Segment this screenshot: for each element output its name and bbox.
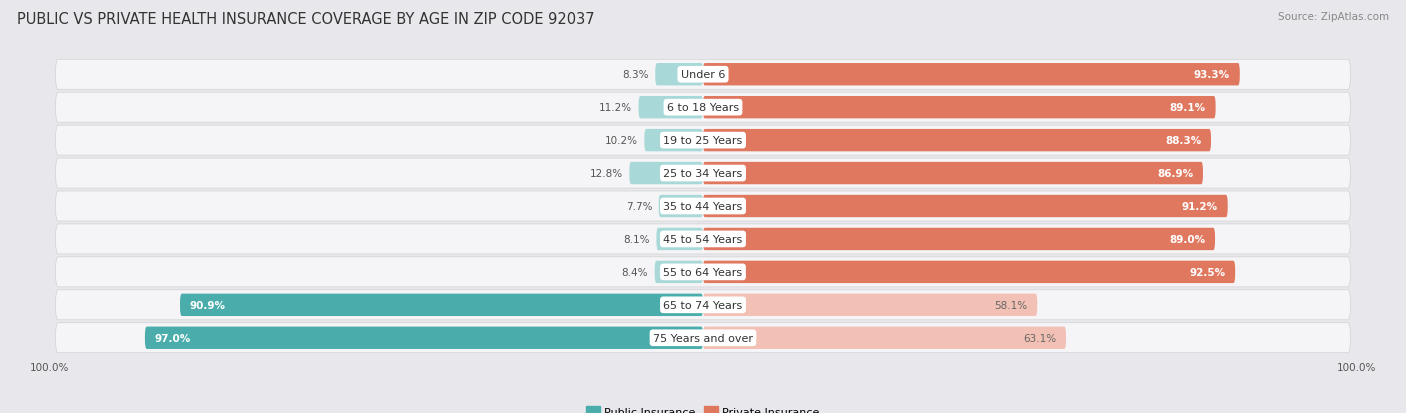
Text: 91.2%: 91.2% — [1182, 202, 1218, 211]
Text: 8.4%: 8.4% — [621, 267, 648, 277]
FancyBboxPatch shape — [703, 64, 1240, 86]
Text: 58.1%: 58.1% — [994, 300, 1028, 310]
FancyBboxPatch shape — [56, 159, 1350, 189]
Text: 63.1%: 63.1% — [1024, 333, 1056, 343]
Text: 89.1%: 89.1% — [1170, 103, 1206, 113]
FancyBboxPatch shape — [703, 294, 1038, 316]
Text: 12.8%: 12.8% — [589, 169, 623, 179]
Text: 6 to 18 Years: 6 to 18 Years — [666, 103, 740, 113]
Text: Source: ZipAtlas.com: Source: ZipAtlas.com — [1278, 12, 1389, 22]
Text: 45 to 54 Years: 45 to 54 Years — [664, 234, 742, 244]
FancyBboxPatch shape — [644, 130, 703, 152]
Text: 19 to 25 Years: 19 to 25 Years — [664, 136, 742, 146]
Text: 65 to 74 Years: 65 to 74 Years — [664, 300, 742, 310]
FancyBboxPatch shape — [657, 228, 703, 251]
Text: 97.0%: 97.0% — [155, 333, 191, 343]
FancyBboxPatch shape — [655, 261, 703, 283]
FancyBboxPatch shape — [56, 126, 1350, 156]
FancyBboxPatch shape — [703, 228, 1215, 251]
Text: PUBLIC VS PRIVATE HEALTH INSURANCE COVERAGE BY AGE IN ZIP CODE 92037: PUBLIC VS PRIVATE HEALTH INSURANCE COVER… — [17, 12, 595, 27]
FancyBboxPatch shape — [56, 257, 1350, 287]
Text: 55 to 64 Years: 55 to 64 Years — [664, 267, 742, 277]
FancyBboxPatch shape — [655, 64, 703, 86]
Text: 86.9%: 86.9% — [1157, 169, 1194, 179]
Legend: Public Insurance, Private Insurance: Public Insurance, Private Insurance — [582, 402, 824, 413]
FancyBboxPatch shape — [56, 60, 1350, 90]
FancyBboxPatch shape — [56, 192, 1350, 221]
Text: 89.0%: 89.0% — [1170, 234, 1205, 244]
Text: 90.9%: 90.9% — [190, 300, 226, 310]
FancyBboxPatch shape — [658, 195, 703, 218]
Text: Under 6: Under 6 — [681, 70, 725, 80]
Text: 10.2%: 10.2% — [605, 136, 638, 146]
Text: 35 to 44 Years: 35 to 44 Years — [664, 202, 742, 211]
FancyBboxPatch shape — [145, 327, 703, 349]
FancyBboxPatch shape — [180, 294, 703, 316]
FancyBboxPatch shape — [703, 195, 1227, 218]
Text: 11.2%: 11.2% — [599, 103, 633, 113]
FancyBboxPatch shape — [703, 130, 1211, 152]
Text: 8.3%: 8.3% — [623, 70, 648, 80]
FancyBboxPatch shape — [630, 162, 703, 185]
Text: 75 Years and over: 75 Years and over — [652, 333, 754, 343]
Text: 92.5%: 92.5% — [1189, 267, 1226, 277]
FancyBboxPatch shape — [56, 290, 1350, 320]
FancyBboxPatch shape — [703, 162, 1204, 185]
FancyBboxPatch shape — [56, 93, 1350, 123]
Text: 93.3%: 93.3% — [1194, 70, 1230, 80]
FancyBboxPatch shape — [703, 327, 1066, 349]
Text: 25 to 34 Years: 25 to 34 Years — [664, 169, 742, 179]
FancyBboxPatch shape — [56, 323, 1350, 353]
FancyBboxPatch shape — [638, 97, 703, 119]
Text: 8.1%: 8.1% — [623, 234, 650, 244]
FancyBboxPatch shape — [703, 97, 1216, 119]
FancyBboxPatch shape — [56, 224, 1350, 254]
Text: 88.3%: 88.3% — [1166, 136, 1201, 146]
FancyBboxPatch shape — [703, 261, 1236, 283]
Text: 7.7%: 7.7% — [626, 202, 652, 211]
